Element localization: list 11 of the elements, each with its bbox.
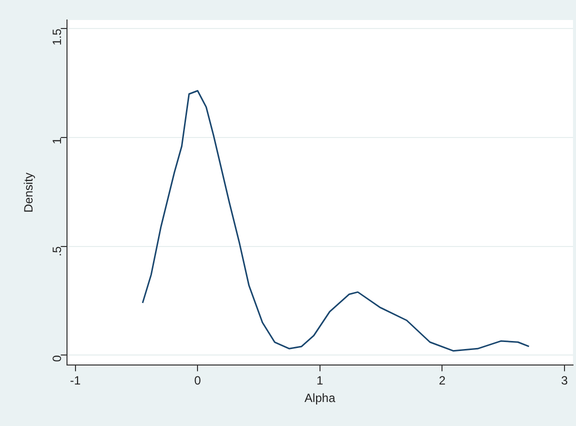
x-tick-label: 1 (316, 374, 324, 388)
y-tick-label: 0 (50, 354, 64, 362)
y-axis-title: Density (22, 172, 36, 213)
x-tick-label: 3 (561, 374, 568, 388)
x-tick-label: 2 (438, 374, 446, 388)
x-tick-label: 0 (194, 374, 202, 388)
y-tick-label: 1.5 (50, 28, 64, 46)
y-tick-label: 1 (50, 137, 64, 144)
y-tick-label: .5 (50, 246, 64, 256)
x-axis-title: Alpha (304, 391, 336, 406)
x-tick-label: -1 (70, 374, 82, 388)
